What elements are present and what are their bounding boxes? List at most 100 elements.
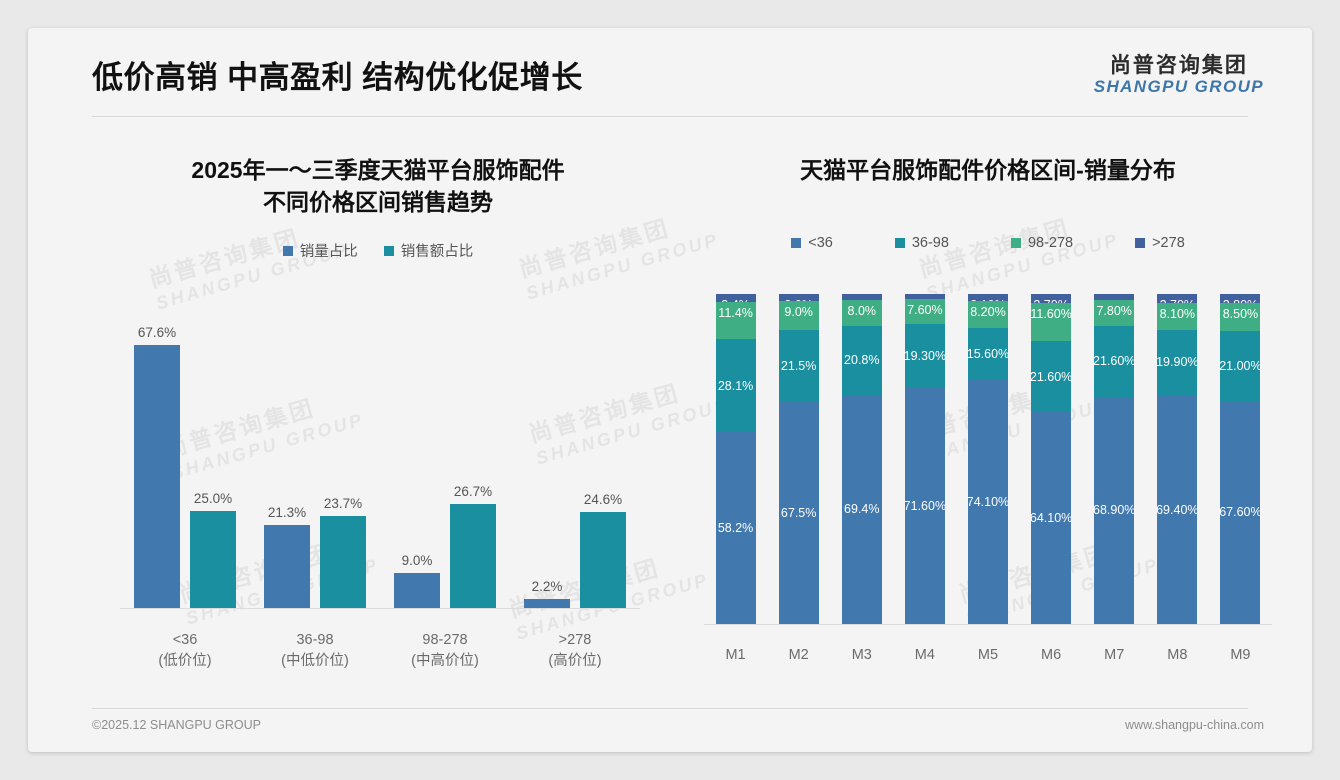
bar-column[interactable]: 21.3% bbox=[264, 328, 310, 608]
stack-segment[interactable]: 1.7% bbox=[841, 294, 882, 300]
stack-segment[interactable]: 1.50% bbox=[904, 294, 945, 299]
stack-segment[interactable]: 2.70% bbox=[1031, 294, 1072, 303]
bar[interactable] bbox=[264, 525, 310, 608]
stack-segment-label: 2.10% bbox=[970, 298, 1005, 301]
stack-segment-label: 8.50% bbox=[1222, 307, 1259, 322]
stack-segment[interactable]: 21.00% bbox=[1220, 331, 1261, 401]
stack-segment[interactable]: 68.90% bbox=[1094, 396, 1135, 624]
bar-value-label: 26.7% bbox=[453, 484, 493, 500]
stack-segment[interactable]: 2.4% bbox=[715, 294, 756, 302]
stacked-bar[interactable]: 2.80% 8.50% 21.00% 67.60% bbox=[1220, 294, 1261, 624]
legend-item-0[interactable]: <36 bbox=[791, 235, 833, 251]
bar[interactable] bbox=[394, 573, 440, 608]
stack-segment[interactable]: 64.10% bbox=[1031, 412, 1072, 624]
legend-item-1[interactable]: 销售额占比 bbox=[383, 240, 473, 261]
stack-segment[interactable]: 21.5% bbox=[778, 330, 819, 402]
stack-segment-label: 2.70% bbox=[1160, 298, 1195, 303]
stacked-bar[interactable]: 2.10% 8.20% 15.60% 74.10% bbox=[967, 294, 1008, 624]
legend-label: 36-98 bbox=[911, 234, 949, 251]
stacked-bar-column[interactable]: 2.70% 8.10% 19.90% 69.40% bbox=[1146, 294, 1209, 624]
stack-segment[interactable]: 2.10% bbox=[967, 294, 1008, 301]
stacked-bar[interactable]: 1.80% 7.80% 21.60% 68.90% bbox=[1094, 294, 1135, 624]
stack-segment[interactable]: 8.10% bbox=[1157, 302, 1198, 330]
stack-segment[interactable]: 7.80% bbox=[1094, 299, 1135, 326]
bar-value-label: 23.7% bbox=[323, 495, 363, 511]
stack-segment[interactable]: 1.80% bbox=[1094, 294, 1135, 300]
stacked-bar[interactable]: 2.70% 8.10% 19.90% 69.40% bbox=[1157, 294, 1198, 624]
bar-column[interactable]: 26.7% bbox=[450, 328, 496, 608]
bar[interactable] bbox=[134, 345, 180, 608]
stacked-bar-column[interactable]: 2.0% 9.0% 21.5% 67.5% bbox=[767, 294, 830, 624]
stack-segment[interactable]: 2.70% bbox=[1157, 294, 1198, 303]
stacked-bar[interactable]: 2.4% 11.4% 28.1% 58.2% bbox=[715, 294, 756, 624]
stack-segment[interactable]: 8.0% bbox=[841, 299, 882, 327]
bar-column[interactable]: 25.0% bbox=[190, 328, 236, 608]
stack-segment-label: 71.60% bbox=[904, 498, 945, 513]
stacked-bar-column[interactable]: 2.10% 8.20% 15.60% 74.10% bbox=[956, 294, 1019, 624]
stack-segment[interactable]: 21.60% bbox=[1094, 325, 1135, 397]
stacked-bar[interactable]: 2.70% 11.60% 21.60% 64.10% bbox=[1031, 294, 1072, 624]
stack-segment[interactable]: 58.2% bbox=[715, 432, 756, 624]
stack-segment[interactable]: 20.8% bbox=[841, 326, 882, 395]
bar-column[interactable]: 2.2% bbox=[524, 328, 570, 608]
left-chart-plot: 67.6% 25.0% 21.3% 23.7% 9.0% 26.7% 2.2% 24.6% <… bbox=[78, 313, 678, 703]
legend-item-1[interactable]: 36-98 bbox=[894, 234, 949, 251]
stack-segment[interactable]: 19.90% bbox=[1157, 329, 1198, 396]
stack-segment-label: 67.5% bbox=[780, 505, 817, 520]
stacked-bar-column[interactable]: 1.7% 8.0% 20.8% 69.4% bbox=[830, 294, 893, 624]
bar-column[interactable]: 24.6% bbox=[580, 328, 626, 608]
stacked-bar-column[interactable]: 2.4% 11.4% 28.1% 58.2% bbox=[704, 294, 767, 624]
stack-segment[interactable]: 67.5% bbox=[778, 401, 819, 624]
legend-item-0[interactable]: 销量占比 bbox=[282, 240, 358, 261]
stacked-bar[interactable]: 1.50% 7.60% 19.30% 71.60% bbox=[904, 294, 945, 624]
bar-column[interactable]: 9.0% bbox=[394, 328, 440, 608]
stack-segment-label: 67.60% bbox=[1220, 505, 1261, 520]
logo-english-text: SHANGPU GROUP bbox=[1093, 77, 1264, 97]
stack-segment[interactable]: 19.30% bbox=[904, 324, 945, 388]
stack-segment[interactable]: 11.60% bbox=[1031, 302, 1072, 342]
stack-segment[interactable]: 8.20% bbox=[967, 300, 1008, 328]
stack-segment-label: 1.7% bbox=[848, 298, 877, 300]
stack-segment[interactable]: 74.10% bbox=[967, 379, 1008, 624]
bar[interactable] bbox=[580, 512, 626, 608]
right-chart-plot: 2.4% 11.4% 28.1% 58.2% 2.0% 9.0% 21.5% 67.5% 1.7… bbox=[688, 294, 1288, 703]
stacked-bar-column[interactable]: 2.80% 8.50% 21.00% 67.60% bbox=[1209, 294, 1272, 624]
stack-segment[interactable]: 8.50% bbox=[1220, 303, 1261, 332]
brand-logo: 尚普咨询集团 SHANGPU GROUP bbox=[1094, 54, 1264, 97]
stack-segment[interactable]: 71.60% bbox=[904, 387, 945, 624]
stack-segment[interactable]: 15.60% bbox=[967, 327, 1008, 380]
bar[interactable] bbox=[450, 504, 496, 608]
stack-segment[interactable]: 28.1% bbox=[715, 339, 756, 433]
stack-segment[interactable]: 11.4% bbox=[715, 301, 756, 340]
bar-column[interactable]: 67.6% bbox=[134, 325, 180, 608]
stack-segment[interactable]: 2.80% bbox=[1220, 294, 1261, 304]
stacked-bar-column[interactable]: 2.70% 11.60% 21.60% 64.10% bbox=[1020, 294, 1083, 624]
bar[interactable] bbox=[320, 515, 366, 608]
right-chart-title: 天猫平台服饰配件价格区间-销量分布 bbox=[800, 157, 1176, 183]
bar[interactable] bbox=[524, 599, 570, 608]
legend-item-3[interactable]: >278 bbox=[1135, 235, 1185, 251]
bar-column[interactable]: 23.7% bbox=[320, 328, 366, 608]
x-axis-tick-label: M3 bbox=[851, 647, 872, 663]
stack-segment[interactable]: 7.60% bbox=[904, 298, 945, 325]
x-axis-tick-label: 98-278 (中高价位) bbox=[380, 630, 510, 674]
x-tick-sublabel: (高价位) bbox=[548, 653, 602, 670]
stack-segment[interactable]: 21.60% bbox=[1031, 341, 1072, 413]
stacked-bar-column[interactable]: 1.80% 7.80% 21.60% 68.90% bbox=[1083, 294, 1146, 624]
stack-segment[interactable]: 2.0% bbox=[778, 294, 819, 301]
stack-segment-label: 11.60% bbox=[1031, 306, 1072, 321]
page-title: 低价高销 中高盈利 结构优化促增长 bbox=[92, 60, 583, 95]
bar[interactable] bbox=[190, 510, 236, 608]
x-axis-tick-label: M1 bbox=[725, 647, 746, 663]
stack-segment[interactable]: 9.0% bbox=[778, 300, 819, 331]
stacked-bar[interactable]: 1.7% 8.0% 20.8% 69.4% bbox=[841, 294, 882, 624]
legend-label: 98-278 bbox=[1027, 234, 1074, 251]
stack-segment[interactable]: 67.60% bbox=[1220, 400, 1261, 624]
x-axis-line bbox=[704, 624, 1272, 625]
stacked-bar[interactable]: 2.0% 9.0% 21.5% 67.5% bbox=[778, 294, 819, 624]
logo-chinese-text: 尚普咨询集团 bbox=[1109, 54, 1248, 77]
stack-segment[interactable]: 69.40% bbox=[1157, 395, 1198, 624]
stack-segment[interactable]: 69.4% bbox=[841, 394, 882, 624]
stacked-bar-column[interactable]: 1.50% 7.60% 19.30% 71.60% bbox=[893, 294, 956, 624]
legend-item-2[interactable]: 98-278 bbox=[1010, 234, 1074, 251]
